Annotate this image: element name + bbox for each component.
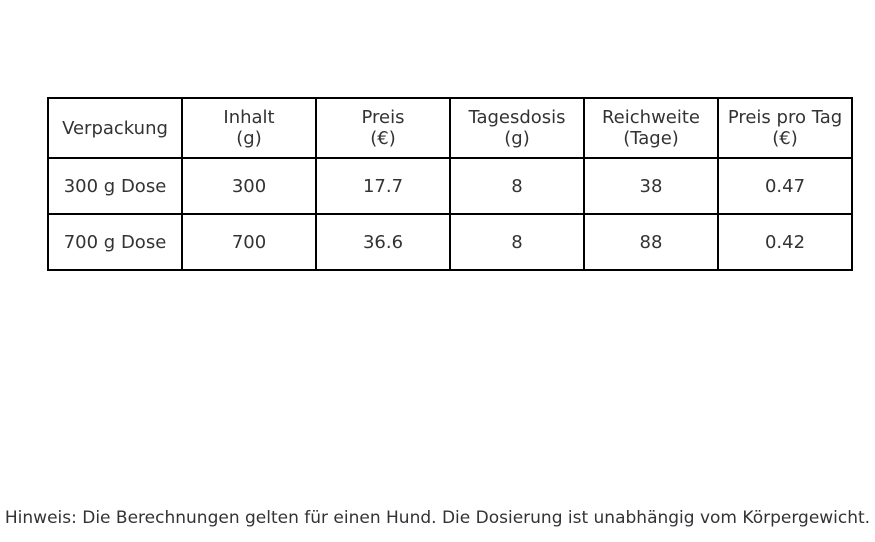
header-cell: Inhalt (g) [181, 97, 317, 159]
table-row: 300 g Dose 300 17.7 8 38 0.47 [47, 157, 853, 215]
header-cell: Preis (€) [315, 97, 451, 159]
footnote: Hinweis: Die Berechnungen gelten für ein… [4, 508, 871, 528]
table-cell: 700 g Dose [47, 213, 183, 271]
table-cell: 700 [181, 213, 317, 271]
table-cell: 88 [583, 213, 719, 271]
table-cell: 8 [449, 157, 585, 215]
table-cell: 300 g Dose [47, 157, 183, 215]
table-cell: 0.47 [717, 157, 853, 215]
price-comparison-table: Verpackung Inhalt (g) Preis (€) Tagesdos… [47, 97, 853, 271]
header-cell: Verpackung [47, 97, 183, 159]
table-cell: 300 [181, 157, 317, 215]
table-cell: 0.42 [717, 213, 853, 271]
table-cell: 36.6 [315, 213, 451, 271]
table-cell: 8 [449, 213, 585, 271]
table-row: 700 g Dose 700 36.6 8 88 0.42 [47, 213, 853, 271]
table-header-row: Verpackung Inhalt (g) Preis (€) Tagesdos… [47, 97, 853, 159]
header-cell: Tagesdosis (g) [449, 97, 585, 159]
table-cell: 38 [583, 157, 719, 215]
header-cell: Preis pro Tag (€) [717, 97, 853, 159]
header-cell: Reichweite (Tage) [583, 97, 719, 159]
table-cell: 17.7 [315, 157, 451, 215]
